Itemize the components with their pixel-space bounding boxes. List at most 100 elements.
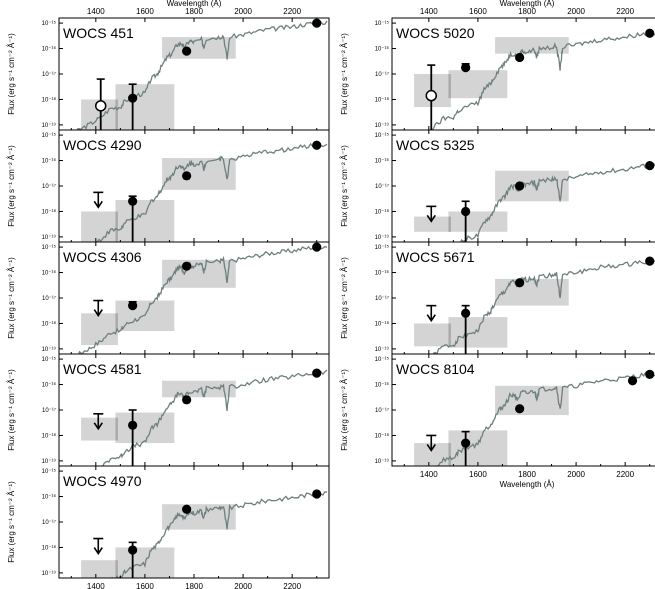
y-tick-label: 10⁻¹⁶ [42, 46, 57, 53]
bottom-x-tick-label: 2200 [616, 470, 634, 479]
bottom-x-tick-label: 1400 [420, 470, 438, 479]
filter-box [414, 443, 451, 466]
data-point [128, 196, 138, 206]
data-point [645, 369, 655, 379]
y-tick-label: 10⁻¹⁷ [375, 407, 389, 414]
y-tick-label: 10⁻¹⁶ [375, 270, 390, 277]
panel: 10⁻¹⁹ 10⁻¹⁸ 10⁻¹⁷ 10⁻¹⁶ 10⁻¹⁵ WOCS 4306 Flux (… [7, 241, 330, 355]
top-x-tick-label: 2200 [616, 7, 634, 16]
y-axis-title: Flux (erg s⁻¹ cm⁻² Å⁻¹) [340, 257, 349, 339]
filter-overlap [448, 216, 451, 232]
top-x-tick-label: 1600 [136, 7, 154, 16]
panel: 10⁻¹⁹ 10⁻¹⁸ 10⁻¹⁷ 10⁻¹⁶ 10⁻¹⁵ WOCS 5020 Flux (… [340, 17, 655, 131]
data-point [312, 242, 322, 252]
data-point [461, 308, 471, 318]
y-tick-label: 10⁻¹⁹ [42, 234, 57, 241]
plot-area [81, 368, 328, 466]
y-tick-label: 10⁻¹⁹ [375, 122, 390, 129]
panel-title: WOCS 5671 [396, 249, 475, 265]
y-tick-label: 10⁻¹⁹ [42, 122, 57, 129]
bottom-x-tick-label: 1800 [185, 582, 203, 589]
bottom-x-tick-label: 1400 [87, 582, 105, 589]
filter-overlap [448, 443, 451, 466]
data-point [312, 489, 322, 499]
filter-box [448, 70, 508, 99]
filter-overlap [448, 323, 451, 347]
data-point [461, 63, 471, 73]
y-tick-label: 10⁻¹⁸ [375, 96, 390, 103]
top-x-tick-label: 1800 [518, 7, 536, 16]
plot-area [76, 18, 328, 130]
data-point-open [425, 89, 438, 102]
y-tick-label: 10⁻¹⁸ [42, 432, 57, 439]
top-x-tick-label: 2000 [234, 7, 252, 16]
plot-area [414, 28, 655, 130]
bottom-x-tick-label: 2000 [234, 582, 252, 589]
y-tick-label: 10⁻¹⁷ [42, 295, 56, 302]
y-tick-label: 10⁻¹⁵ [42, 244, 57, 251]
plot-area [81, 140, 328, 242]
filter-box [448, 430, 508, 466]
filter-box [414, 323, 451, 347]
upper-limit-arrow [426, 444, 436, 452]
panel: 10⁻¹⁹ 10⁻¹⁸ 10⁻¹⁷ 10⁻¹⁶ 10⁻¹⁵ WOCS 8104 Flux (… [340, 353, 655, 467]
y-tick-label: 10⁻¹⁹ [42, 346, 57, 353]
top-x-tick-label: 1600 [469, 7, 487, 16]
y-axis-title: Flux (erg s⁻¹ cm⁻² Å⁻¹) [7, 369, 16, 451]
y-tick-label: 10⁻¹⁸ [375, 320, 390, 327]
y-axis-title: Flux (erg s⁻¹ cm⁻² Å⁻¹) [7, 33, 16, 115]
y-tick-label: 10⁻¹⁸ [375, 432, 390, 439]
y-tick-label: 10⁻¹⁶ [42, 382, 57, 389]
spectrum-line [78, 244, 328, 354]
bottom-x-tick-label: 2000 [567, 470, 585, 479]
panel: 10⁻¹⁹ 10⁻¹⁸ 10⁻¹⁷ 10⁻¹⁶ 10⁻¹⁵ WOCS 4970 Flux (… [7, 465, 330, 579]
data-point [312, 18, 322, 28]
top-x-tick-label: 1400 [87, 7, 105, 16]
y-tick-label: 10⁻¹⁸ [42, 544, 57, 551]
top-x-tick-label: 1800 [185, 7, 203, 16]
y-tick-label: 10⁻¹⁵ [42, 468, 57, 475]
spectrum-line [110, 491, 328, 578]
data-point [128, 301, 138, 311]
y-tick-label: 10⁻¹⁹ [42, 458, 57, 465]
y-tick-label: 10⁻¹⁸ [375, 208, 390, 215]
spectrum-line [434, 370, 655, 466]
bottom-x-tick-label: 1600 [469, 470, 487, 479]
filter-box [115, 412, 175, 444]
filter-box [414, 216, 451, 232]
y-tick-label: 10⁻¹⁶ [375, 382, 390, 389]
filter-box [81, 560, 118, 578]
data-point [182, 504, 192, 514]
panel: 10⁻¹⁹ 10⁻¹⁸ 10⁻¹⁷ 10⁻¹⁶ 10⁻¹⁵ WOCS 5671 Flux (… [340, 241, 655, 355]
y-tick-label: 10⁻¹⁵ [375, 132, 390, 139]
data-point [645, 256, 655, 266]
bottom-x-axis-title: Wavelength (Å) [500, 480, 555, 489]
upper-limit-arrow [93, 200, 103, 209]
bottom-x-tick-label: 1800 [518, 470, 536, 479]
data-point-open [94, 100, 107, 112]
plot-area [78, 242, 328, 354]
plot-area [414, 256, 655, 354]
y-tick-label: 10⁻¹⁵ [42, 132, 57, 139]
y-tick-label: 10⁻¹⁷ [42, 519, 56, 526]
y-tick-label: 10⁻¹⁵ [375, 356, 390, 363]
data-point [128, 420, 138, 430]
y-tick-label: 10⁻¹⁹ [375, 346, 390, 353]
spectrum-line [460, 163, 655, 242]
data-point [182, 171, 192, 181]
filter-box [495, 170, 569, 202]
data-point [645, 161, 655, 171]
y-tick-label: 10⁻¹⁸ [42, 208, 57, 215]
panel-title: WOCS 8104 [396, 361, 475, 377]
y-axis-title: Flux (erg s⁻¹ cm⁻² Å⁻¹) [7, 145, 16, 227]
y-tick-label: 10⁻¹⁶ [42, 158, 57, 165]
panel: 10⁻¹⁹ 10⁻¹⁸ 10⁻¹⁷ 10⁻¹⁶ 10⁻¹⁵ WOCS 451 Flux (e… [7, 17, 330, 131]
y-axis-title: Flux (erg s⁻¹ cm⁻² Å⁻¹) [340, 145, 349, 227]
y-axis-title: Flux (erg s⁻¹ cm⁻² Å⁻¹) [340, 33, 349, 115]
data-point [182, 261, 192, 271]
y-tick-label: 10⁻¹⁶ [375, 158, 390, 165]
data-point [182, 46, 192, 56]
top-x-tick-label: 2000 [567, 7, 585, 16]
panel-title: WOCS 451 [63, 25, 134, 41]
upper-limit-arrow [93, 547, 103, 555]
